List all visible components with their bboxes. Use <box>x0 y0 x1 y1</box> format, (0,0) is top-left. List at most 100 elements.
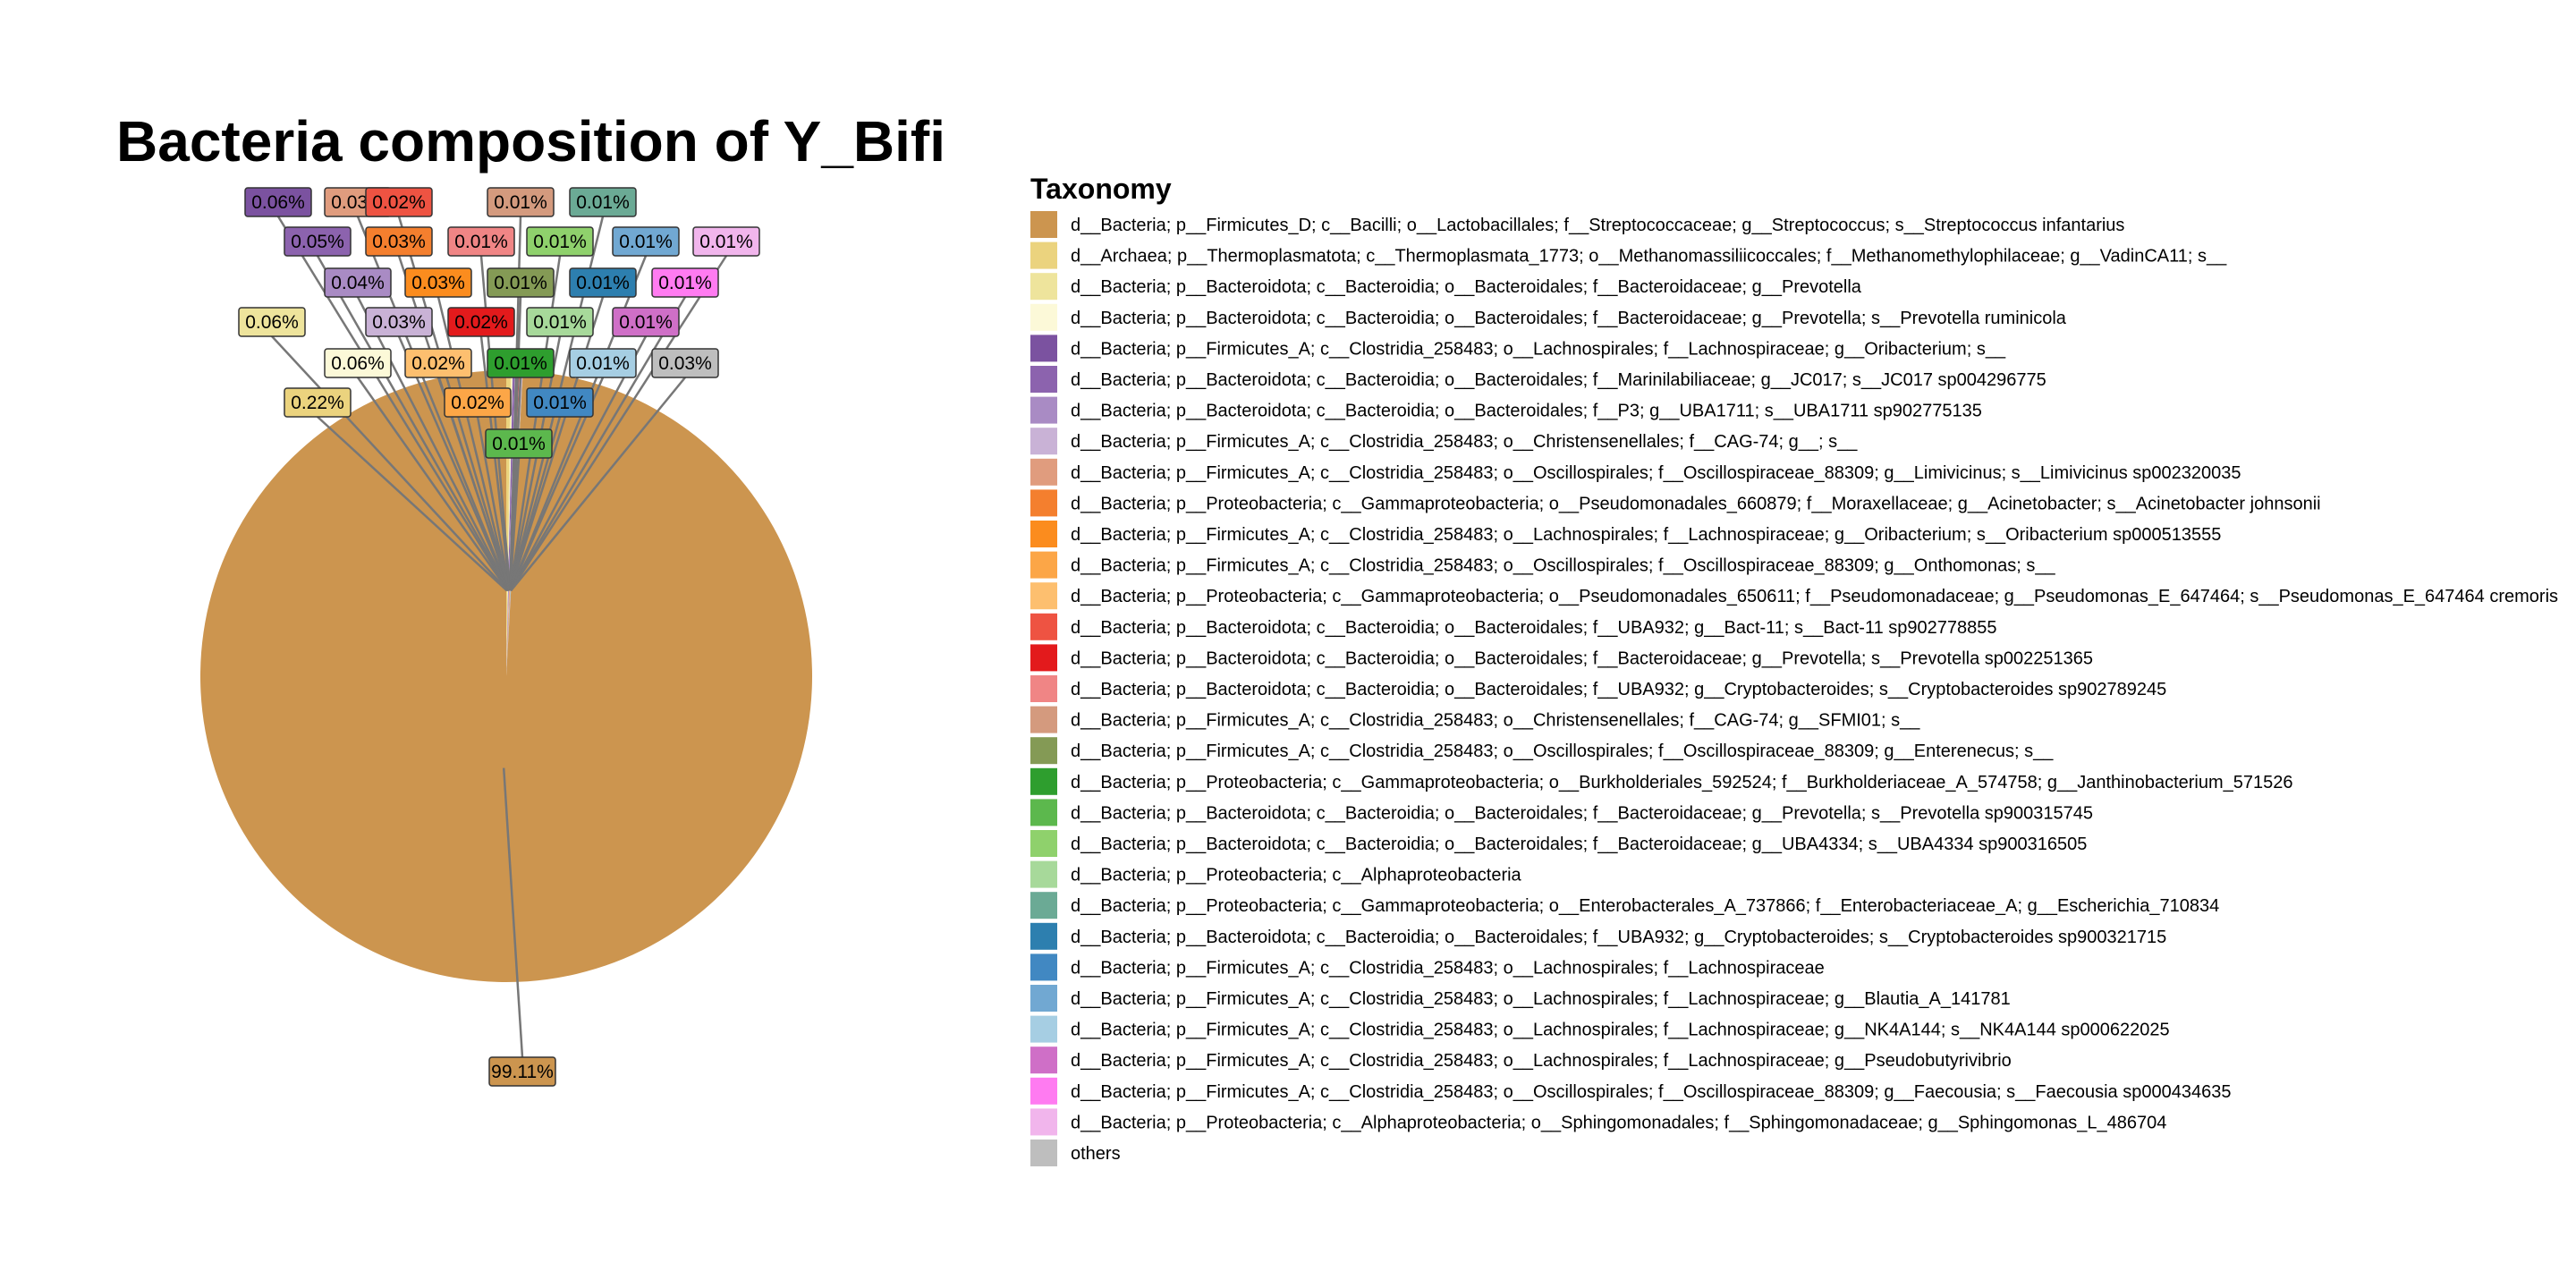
legend-swatch-21 <box>1030 860 1057 888</box>
slice-label-box-7 <box>365 307 433 337</box>
legend-entry-8: d__Bacteria; p__Firmicutes_A; c__Clostri… <box>1071 463 2241 483</box>
legend-swatch-11 <box>1030 551 1057 579</box>
leader-line-11 <box>476 416 511 591</box>
slice-label-box-10 <box>404 267 472 298</box>
slice-label-box-0 <box>488 1056 556 1087</box>
slice-label-box-28 <box>651 267 719 298</box>
legend-swatch-2 <box>1030 273 1057 301</box>
slice-label-22: 0.01% <box>576 192 630 213</box>
legend-swatch-0 <box>1030 211 1057 238</box>
legend-swatch-6 <box>1030 396 1057 424</box>
slice-label-17: 0.01% <box>494 273 547 293</box>
slice-label-6: 0.04% <box>331 273 385 293</box>
leader-line-14 <box>479 335 512 591</box>
leader-line-29 <box>509 255 728 592</box>
chart-title: Bacteria composition of Y_Bifi <box>116 109 945 174</box>
legend-entry-26: d__Bacteria; p__Firmicutes_A; c__Clostri… <box>1071 1021 2170 1040</box>
slice-label-box-18 <box>487 348 555 378</box>
legend-entry-18: d__Bacteria; p__Proteobacteria; c__Gamma… <box>1071 773 2293 792</box>
legend: d__Bacteria; p__Firmicutes_D; c__Bacilli… <box>1030 211 2558 1166</box>
legend-entry-19: d__Bacteria; p__Bacteroidota; c__Bactero… <box>1071 803 2093 823</box>
legend-swatch-16 <box>1030 706 1057 733</box>
leader-line-21 <box>509 335 562 591</box>
slice-label-23: 0.01% <box>576 273 630 293</box>
slice-label-7: 0.03% <box>372 312 426 333</box>
legend-entry-4: d__Bacteria; p__Firmicutes_A; c__Clostri… <box>1071 339 2006 359</box>
legend-swatch-10 <box>1030 521 1057 547</box>
slice-label-box-15 <box>447 226 515 257</box>
legend-entry-3: d__Bacteria; p__Bacteroidota; c__Bactero… <box>1071 309 2067 328</box>
legend-swatch-9 <box>1030 489 1057 517</box>
slice-label-box-16 <box>487 187 555 217</box>
slice-label-box-13 <box>365 187 433 217</box>
legend-entry-17: d__Bacteria; p__Firmicutes_A; c__Clostri… <box>1071 741 2054 761</box>
legend-swatch-27 <box>1030 1046 1057 1074</box>
legend-swatch-23 <box>1030 922 1057 950</box>
legend-swatch-1 <box>1030 242 1057 269</box>
legend-swatch-3 <box>1030 303 1057 331</box>
slice-label-box-17 <box>487 267 555 298</box>
legend-entry-13: d__Bacteria; p__Bacteroidota; c__Bactero… <box>1071 618 1997 638</box>
legend-entry-25: d__Bacteria; p__Firmicutes_A; c__Clostri… <box>1071 989 2011 1009</box>
slice-label-12: 0.02% <box>411 353 465 374</box>
slice-label-15: 0.01% <box>454 232 508 252</box>
leader-line-4 <box>276 216 510 591</box>
leader-line-7 <box>397 335 511 591</box>
leader-line-19 <box>509 457 521 591</box>
legend-entry-28: d__Bacteria; p__Firmicutes_A; c__Clostri… <box>1071 1082 2231 1102</box>
slice-label-0: 99.11% <box>491 1062 554 1082</box>
slice-label-5: 0.05% <box>291 232 344 252</box>
legend-entry-22: d__Bacteria; p__Proteobacteria; c__Gamma… <box>1071 896 2219 916</box>
slice-label-box-5 <box>284 226 352 257</box>
legend-swatch-20 <box>1030 830 1057 857</box>
slice-labels: 99.11% 0.22% 0.06% 0.06% 0.06% 0.05% 0.04% 0.03… <box>238 187 760 1087</box>
legend-entry-27: d__Bacteria; p__Firmicutes_A; c__Clostri… <box>1071 1051 2012 1071</box>
legend-title: Taxonomy <box>1030 173 1172 205</box>
leader-line-2 <box>271 335 509 592</box>
slice-label-box-14 <box>447 307 515 337</box>
leader-line-10 <box>436 296 511 591</box>
legend-entry-5: d__Bacteria; p__Bacteroidota; c__Bactero… <box>1071 370 2046 390</box>
legend-swatch-29 <box>1030 1108 1057 1136</box>
legend-entry-21: d__Bacteria; p__Proteobacteria; c__Alpha… <box>1071 866 1522 886</box>
leader-line-28 <box>509 296 687 592</box>
slice-label-box-21 <box>526 307 594 337</box>
slice-label-24: 0.01% <box>533 393 587 413</box>
slice-label-box-26 <box>569 348 637 378</box>
slice-label-16: 0.01% <box>494 192 547 213</box>
legend-swatch-12 <box>1030 582 1057 610</box>
slice-label-13: 0.02% <box>372 192 426 213</box>
legend-swatch-13 <box>1030 613 1057 640</box>
slice-label-28: 0.01% <box>658 273 712 293</box>
leader-line-5 <box>316 255 510 591</box>
legend-swatch-17 <box>1030 737 1057 765</box>
pie <box>199 370 812 982</box>
slice-label-box-20 <box>526 226 594 257</box>
legend-entry-10: d__Bacteria; p__Firmicutes_A; c__Clostri… <box>1071 525 2221 545</box>
slice-label-4: 0.06% <box>251 192 305 213</box>
slice-label-27: 0.01% <box>619 312 673 333</box>
legend-entry-30: others <box>1071 1144 1121 1164</box>
legend-swatch-14 <box>1030 644 1057 672</box>
slice-label-18: 0.01% <box>494 353 547 374</box>
legend-entry-6: d__Bacteria; p__Bacteroidota; c__Bactero… <box>1071 402 1982 421</box>
slice-label-14: 0.02% <box>454 312 508 333</box>
slice-label-box-11 <box>444 387 512 418</box>
slice-label-box-9 <box>365 226 433 257</box>
leader-line-27 <box>509 335 648 591</box>
legend-entry-9: d__Bacteria; p__Proteobacteria; c__Gamma… <box>1071 494 2321 513</box>
leader-line-6 <box>356 296 510 591</box>
legend-entry-2: d__Bacteria; p__Bacteroidota; c__Bactero… <box>1071 277 1862 297</box>
slice-label-10: 0.03% <box>411 273 465 293</box>
legend-swatch-22 <box>1030 892 1057 919</box>
slice-label-20: 0.01% <box>533 232 587 252</box>
legend-entry-1: d__Archaea; p__Thermoplasmatota; c__Ther… <box>1071 247 2227 267</box>
legend-swatch-26 <box>1030 1015 1057 1043</box>
slice-label-box-12 <box>404 348 472 378</box>
slice-label-box-4 <box>244 187 312 217</box>
slice-label-26: 0.01% <box>576 353 630 374</box>
slice-label-box-3 <box>324 348 392 378</box>
legend-swatch-15 <box>1030 675 1057 702</box>
slice-label-21: 0.01% <box>533 312 587 333</box>
legend-swatch-25 <box>1030 985 1057 1012</box>
